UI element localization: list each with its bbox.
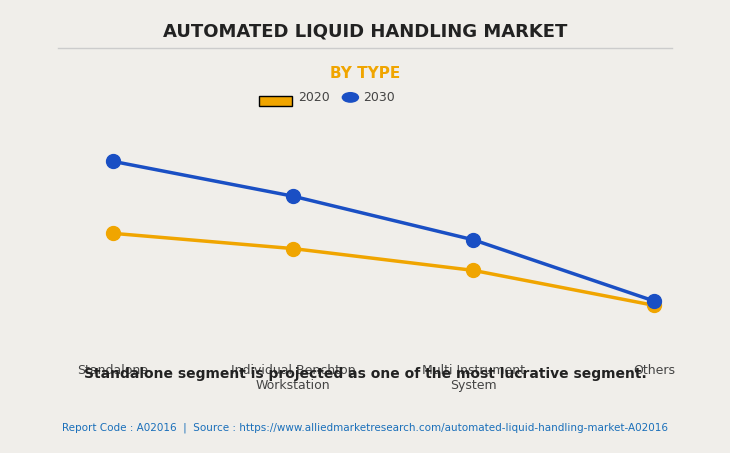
Text: BY TYPE: BY TYPE bbox=[330, 66, 400, 81]
Text: Report Code : A02016  |  Source : https://www.alliedmarketresearch.com/automated: Report Code : A02016 | Source : https://… bbox=[62, 423, 668, 434]
Text: 2020: 2020 bbox=[298, 91, 329, 104]
Text: AUTOMATED LIQUID HANDLING MARKET: AUTOMATED LIQUID HANDLING MARKET bbox=[163, 23, 567, 41]
Text: Standalone segment is projected as one of the most lucrative segment.: Standalone segment is projected as one o… bbox=[84, 367, 646, 381]
Text: 2030: 2030 bbox=[364, 91, 395, 104]
